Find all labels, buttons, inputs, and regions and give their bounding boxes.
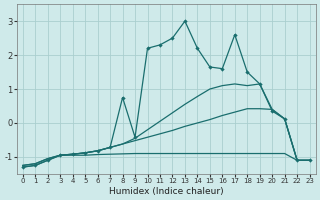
X-axis label: Humidex (Indice chaleur): Humidex (Indice chaleur) (109, 187, 224, 196)
